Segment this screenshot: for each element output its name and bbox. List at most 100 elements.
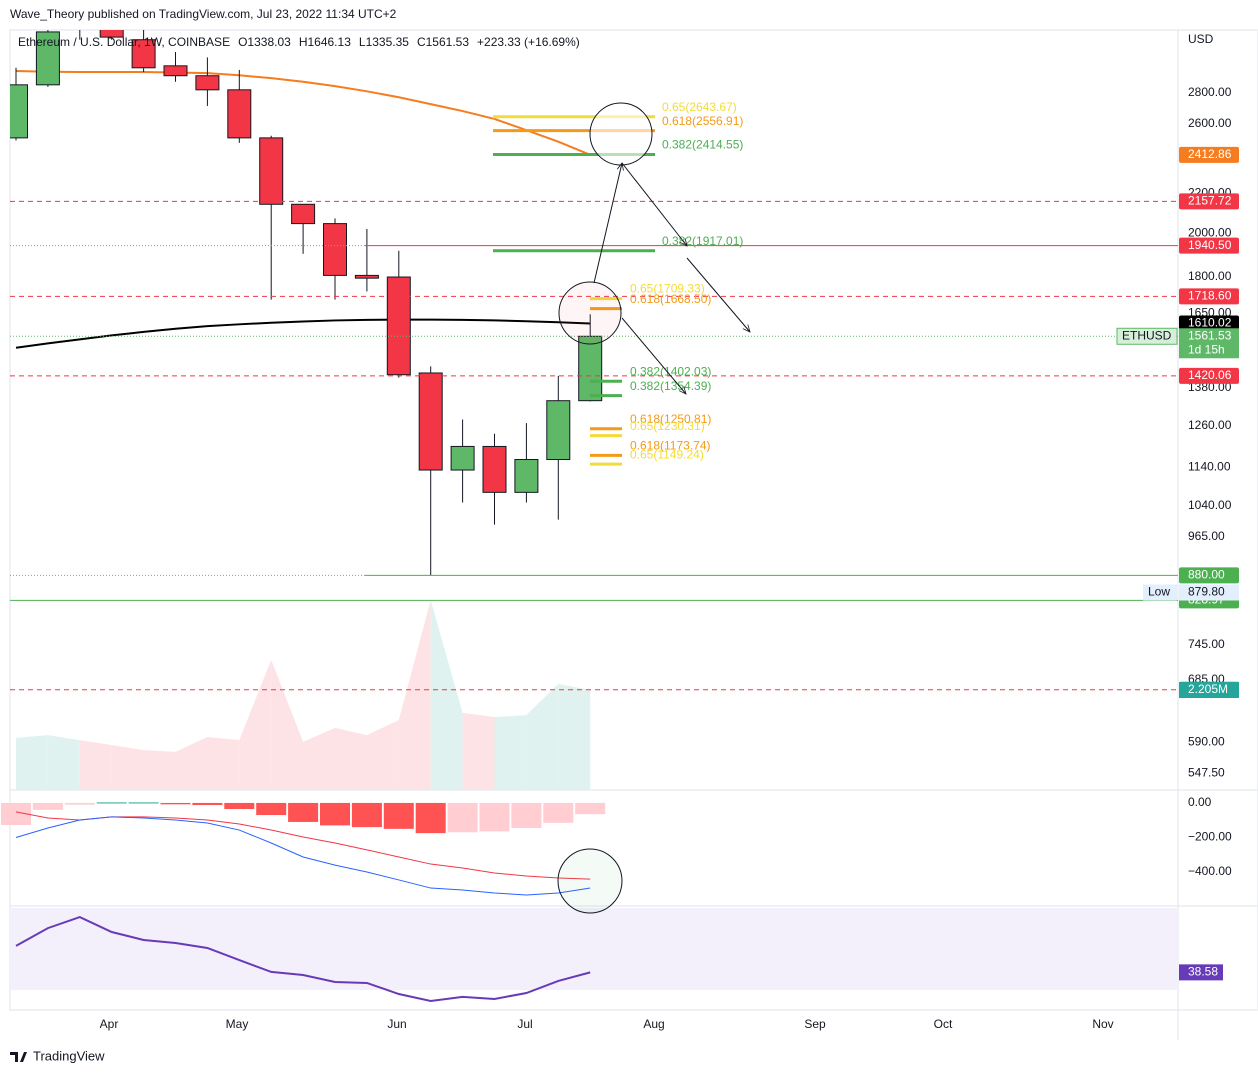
- volume-area: [271, 659, 304, 790]
- close-tag: 1561.53: [1188, 328, 1232, 342]
- fib-label: 0.65(1709.33): [630, 282, 705, 296]
- candle-body: [35, 31, 60, 86]
- y-tick-label: 1800.00: [1188, 269, 1232, 283]
- level-tag-bg: [1179, 288, 1239, 305]
- candle-body: [227, 89, 252, 139]
- macd-tick-label: 0.00: [1188, 795, 1212, 809]
- volume-area: [175, 736, 208, 790]
- low-box: [1143, 584, 1177, 601]
- x-tick-label: May: [226, 1017, 249, 1031]
- candle-body: [514, 459, 539, 493]
- volume-tag-bg: [1179, 682, 1239, 698]
- fib-label: 0.65(1230.31): [630, 419, 705, 433]
- volume-area: [239, 659, 272, 790]
- symbol-box: [1116, 327, 1178, 345]
- y-tick-label: 965.00: [1188, 529, 1225, 543]
- level-tag-bg: [1179, 567, 1239, 584]
- volume-area: [47, 735, 80, 790]
- macd-histogram-bar: [575, 802, 606, 815]
- macd-histogram-bar: [415, 802, 446, 834]
- y-tick-label: 547.50: [1188, 765, 1225, 779]
- macd-tick-label: −400.00: [1188, 864, 1232, 878]
- rsi-tag-bg: [1179, 964, 1223, 981]
- volume-area: [79, 740, 112, 790]
- annotations: [557, 102, 750, 914]
- level-tag-bg: [1179, 367, 1239, 384]
- candle-body: [131, 39, 156, 69]
- rsi-line: [15, 915, 591, 1003]
- y-tick-label: 590.00: [1188, 734, 1225, 748]
- volume-area: [111, 745, 144, 790]
- low-text: Low: [1148, 585, 1170, 599]
- countdown: 1d 15h: [1188, 342, 1225, 356]
- x-tick-label: Jul: [517, 1017, 532, 1031]
- moving-average: [15, 318, 591, 349]
- candle-body: [386, 276, 411, 376]
- y-tick-label: 1260.00: [1188, 418, 1232, 432]
- fib-label: 0.618(1250.81): [630, 412, 711, 426]
- ma-tag: 2412.86: [1188, 147, 1232, 161]
- fib-label: 0.382(1402.03): [630, 364, 711, 378]
- brand-logo: [10, 1052, 27, 1062]
- candle-body: [354, 274, 379, 279]
- candle-body: [291, 203, 316, 225]
- level-tag: 1940.50: [1188, 238, 1232, 252]
- x-tick-label: Apr: [100, 1017, 119, 1031]
- plot: 2800.002600.002200.002000.001800.001650.…: [1, 30, 1239, 1031]
- macd-histogram-bar: [256, 802, 287, 816]
- low-tag: 879.80: [1188, 585, 1225, 599]
- level-tag: 2157.72: [1188, 194, 1232, 208]
- volume-area: [526, 683, 559, 790]
- y-tick-label: 745.00: [1188, 637, 1225, 651]
- brand: TradingView: [33, 1048, 105, 1063]
- volume-area: [398, 599, 431, 790]
- ma-tag-bg: [1179, 315, 1239, 332]
- volume-area: [558, 683, 591, 790]
- fib-label: 0.618(1173.74): [630, 438, 711, 452]
- close-tag-bg: [1179, 328, 1239, 359]
- x-tick-label: Sep: [804, 1017, 826, 1031]
- level-tag: 880.00: [1188, 568, 1225, 582]
- macd-histogram-bar: [128, 802, 159, 804]
- macd-histogram-bar: [160, 802, 191, 805]
- volume-area: [366, 720, 399, 790]
- macd-tick-label: −200.00: [1188, 830, 1232, 844]
- macd-histogram-bar: [479, 802, 510, 832]
- volume-area: [16, 735, 48, 790]
- y-tick-label: 2600.00: [1188, 116, 1232, 130]
- volume-area: [207, 736, 240, 790]
- y-tick-label: 1140.00: [1188, 460, 1231, 474]
- ma-tag: 1610.02: [1188, 316, 1232, 330]
- candle-body: [195, 75, 220, 91]
- fib-label: 0.65(2643.67): [662, 100, 737, 114]
- symbol-label: ETHUSD: [1122, 328, 1172, 342]
- circle: [557, 848, 623, 914]
- macd-histogram-bar: [96, 802, 127, 804]
- fib-label: 0.382(1917.01): [662, 234, 743, 248]
- candle-body: [259, 137, 284, 205]
- ma-tag-bg: [1179, 146, 1239, 163]
- rsi-band: [10, 908, 1178, 990]
- arrow: [621, 162, 687, 246]
- level-tag-bg: [1179, 237, 1239, 254]
- candle-body: [163, 65, 188, 77]
- macd-histogram-bar: [64, 802, 95, 805]
- macd-histogram-bar: [511, 802, 542, 828]
- arrow: [593, 163, 622, 284]
- x-tick-label: Aug: [643, 1017, 664, 1031]
- candle-body: [10, 84, 28, 139]
- currency-label: USD: [1188, 32, 1214, 46]
- macd-histogram-bar: [32, 802, 63, 810]
- fib-label: 0.382(2414.55): [662, 138, 743, 152]
- candle-body: [546, 400, 571, 461]
- macd-histogram-bar: [192, 802, 223, 806]
- fib-label: 0.618(2556.91): [662, 114, 743, 128]
- y-tick-label: 2800.00: [1188, 85, 1232, 99]
- x-tick-label: Jun: [387, 1017, 406, 1031]
- candle-body: [418, 372, 443, 471]
- candle-body: [99, 30, 124, 38]
- x-tick-label: Oct: [934, 1017, 953, 1031]
- level-tag: 1420.06: [1188, 368, 1232, 382]
- volume-area: [430, 599, 463, 790]
